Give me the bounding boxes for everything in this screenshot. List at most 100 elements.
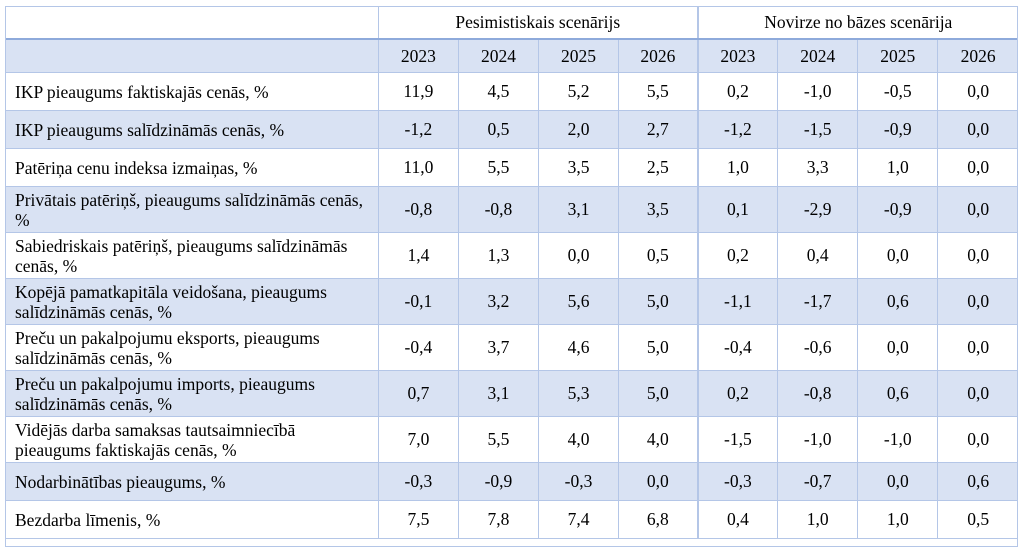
deviation-value-cell: 1,0 xyxy=(777,500,858,539)
deviation-value-cell: 0,4 xyxy=(777,232,858,279)
pessimistic-value-cell: 0,0 xyxy=(537,232,619,279)
deviation-value-cell: -1,0 xyxy=(777,416,858,463)
row-label: IKP pieaugums faktiskajās cenās, % xyxy=(5,72,379,111)
table-row: IKP pieaugums salīdzināmās cenās, % -1,2 0… xyxy=(5,110,1018,149)
group-header-row: Pesimistiskais scenārijs Novirze no bāze… xyxy=(5,6,1018,40)
deviation-value-cell: 0,6 xyxy=(937,462,1018,501)
deviation-value-cell: 0,0 xyxy=(937,72,1018,111)
year-header-cell: 2023 xyxy=(696,39,778,73)
deviation-value-cell: 0,0 xyxy=(937,186,1018,233)
pessimistic-value-cell: 3,7 xyxy=(457,324,539,371)
deviation-value-cell: 0,0 xyxy=(937,148,1018,187)
pessimistic-value-cell: 5,2 xyxy=(537,72,619,111)
deviation-value-cell: -1,5 xyxy=(696,416,778,463)
group-header-pessimistic: Pesimistiskais scenārijs xyxy=(377,6,698,40)
pessimistic-value-cell: 0,0 xyxy=(618,462,698,501)
year-header-cell: 2024 xyxy=(457,39,539,73)
year-header-cell: 2023 xyxy=(377,39,459,73)
deviation-value-cell: -0,8 xyxy=(777,370,858,417)
row-label: Patēriņa cenu indeksa izmaiņas, % xyxy=(5,148,379,187)
table-row: Kopējā pamatkapitāla veidošana, pieaugum… xyxy=(5,278,1018,325)
year-header-row: 2023 2024 2025 2026 2023 2024 2025 2026 xyxy=(5,39,1018,73)
deviation-value-cell: -0,9 xyxy=(857,110,938,149)
row-label: Sabiedriskais patēriņš, pieaugums salīdz… xyxy=(5,232,379,279)
pessimistic-value-cell: 0,7 xyxy=(377,370,459,417)
table-body: IKP pieaugums faktiskajās cenās, % 11,9 4,… xyxy=(5,72,1018,539)
deviation-value-cell: 1,0 xyxy=(857,148,938,187)
pessimistic-value-cell: 11,9 xyxy=(377,72,459,111)
deviation-value-cell: 0,0 xyxy=(937,370,1018,417)
table-row: IKP pieaugums faktiskajās cenās, % 11,9 4,… xyxy=(5,72,1018,111)
year-header-blank xyxy=(5,39,379,73)
pessimistic-value-cell: 3,5 xyxy=(537,148,619,187)
pessimistic-value-cell: 1,3 xyxy=(457,232,539,279)
scenario-table-container: Pesimistiskais scenārijs Novirze no bāze… xyxy=(5,6,1018,547)
deviation-value-cell: 0,0 xyxy=(857,232,938,279)
deviation-value-cell: 1,0 xyxy=(696,148,778,187)
deviation-value-cell: -0,3 xyxy=(696,462,778,501)
pessimistic-value-cell: 5,0 xyxy=(618,278,698,325)
deviation-value-cell: 0,6 xyxy=(857,278,938,325)
pessimistic-value-cell: 0,5 xyxy=(457,110,539,149)
pessimistic-value-cell: 7,8 xyxy=(457,500,539,539)
pessimistic-value-cell: 7,5 xyxy=(377,500,459,539)
deviation-value-cell: 1,0 xyxy=(857,500,938,539)
table-row: Preču un pakalpojumu imports, pieaugums … xyxy=(5,370,1018,417)
pessimistic-value-cell: 5,5 xyxy=(618,72,698,111)
pessimistic-value-cell: 4,0 xyxy=(618,416,698,463)
table-row: Privātais patēriņš, pieaugums salīdzinām… xyxy=(5,186,1018,233)
table-row: Vidējās darba samaksas tautsaimniecībā p… xyxy=(5,416,1018,463)
pessimistic-value-cell: -0,9 xyxy=(457,462,539,501)
row-label: Nodarbinātības pieaugums, % xyxy=(5,462,379,501)
pessimistic-value-cell: 5,0 xyxy=(618,370,698,417)
pessimistic-value-cell: -0,3 xyxy=(377,462,459,501)
deviation-value-cell: 0,0 xyxy=(857,324,938,371)
deviation-value-cell: 0,2 xyxy=(696,72,778,111)
deviation-value-cell: 0,5 xyxy=(937,500,1018,539)
corner-cell xyxy=(5,6,379,40)
deviation-value-cell: -2,9 xyxy=(777,186,858,233)
pessimistic-value-cell: 0,5 xyxy=(618,232,698,279)
pessimistic-value-cell: 6,8 xyxy=(618,500,698,539)
year-header-cell: 2024 xyxy=(777,39,858,73)
deviation-value-cell: -1,5 xyxy=(777,110,858,149)
pessimistic-value-cell: 3,5 xyxy=(618,186,698,233)
pessimistic-value-cell: 5,6 xyxy=(537,278,619,325)
deviation-value-cell: 0,4 xyxy=(696,500,778,539)
pessimistic-value-cell: 4,0 xyxy=(537,416,619,463)
pessimistic-value-cell: 2,7 xyxy=(618,110,698,149)
pessimistic-value-cell: 4,5 xyxy=(457,72,539,111)
pessimistic-value-cell: 3,2 xyxy=(457,278,539,325)
year-header-cell: 2026 xyxy=(618,39,698,73)
pessimistic-value-cell: -0,1 xyxy=(377,278,459,325)
deviation-value-cell: -0,6 xyxy=(777,324,858,371)
pessimistic-value-cell: 5,0 xyxy=(618,324,698,371)
pessimistic-value-cell: 3,1 xyxy=(537,186,619,233)
deviation-value-cell: 0,0 xyxy=(857,462,938,501)
deviation-value-cell: 0,6 xyxy=(857,370,938,417)
pessimistic-value-cell: -0,8 xyxy=(457,186,539,233)
pessimistic-value-cell: 7,4 xyxy=(537,500,619,539)
deviation-value-cell: -1,7 xyxy=(777,278,858,325)
deviation-value-cell: -0,5 xyxy=(857,72,938,111)
pessimistic-value-cell: -0,3 xyxy=(537,462,619,501)
pessimistic-value-cell: -1,2 xyxy=(377,110,459,149)
pessimistic-value-cell: 11,0 xyxy=(377,148,459,187)
deviation-value-cell: -1,1 xyxy=(696,278,778,325)
pessimistic-value-cell: 5,5 xyxy=(457,148,539,187)
deviation-value-cell: 0,0 xyxy=(937,324,1018,371)
pessimistic-value-cell: 5,3 xyxy=(537,370,619,417)
row-label: Vidējās darba samaksas tautsaimniecībā p… xyxy=(5,416,379,463)
year-header-cell: 2025 xyxy=(857,39,938,73)
table-row: Nodarbinātības pieaugums, % -0,3 -0,9 -0,3 0… xyxy=(5,462,1018,501)
pessimistic-value-cell: 5,5 xyxy=(457,416,539,463)
table-row: Sabiedriskais patēriņš, pieaugums salīdz… xyxy=(5,232,1018,279)
deviation-value-cell: 0,0 xyxy=(937,278,1018,325)
row-label: Preču un pakalpojumu eksports, pieaugums… xyxy=(5,324,379,371)
pessimistic-value-cell: 4,6 xyxy=(537,324,619,371)
pessimistic-value-cell: 3,1 xyxy=(457,370,539,417)
year-header-cell: 2026 xyxy=(937,39,1018,73)
deviation-value-cell: 3,3 xyxy=(777,148,858,187)
deviation-value-cell: 0,0 xyxy=(937,110,1018,149)
year-header-cell: 2025 xyxy=(537,39,619,73)
